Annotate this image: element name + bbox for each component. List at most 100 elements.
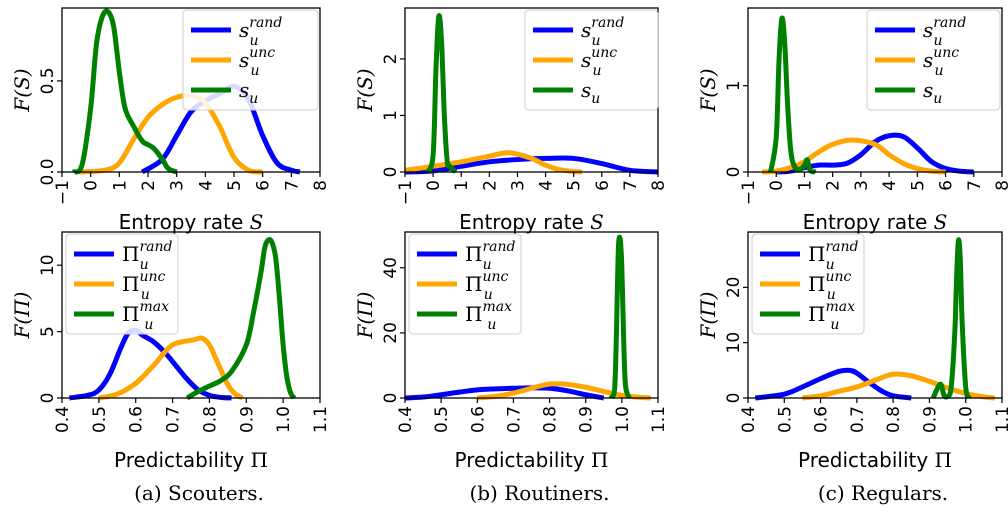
panel-2-x-tick-label: 5 <box>565 180 585 191</box>
panel-4-legend-label-3: Πmax u <box>122 299 169 333</box>
panel-1-y-tick-label: 0.5 <box>38 67 58 94</box>
panel-3-x-tick-label: 4 <box>880 180 900 191</box>
panel-5: 0.4 0.5 0.6 0.7 0.8 0.9 1.0 1.1 0 20 40F(Π) Predict… <box>353 231 669 472</box>
panel-4-x-tick-label: 0.8 <box>200 406 220 433</box>
panel-4-x-tick-label: 0.4 <box>53 406 73 433</box>
panel-3-axes-frame <box>747 7 1003 173</box>
panel-4-x-axis-title: Predictability Π <box>114 448 268 472</box>
panel-1-legend-label-1: srand u <box>239 15 282 49</box>
panel-1-x-tick-label: 7 <box>282 180 302 191</box>
panel-3-x-tick-label: 2 <box>824 180 844 191</box>
panel-3-series-line-2 <box>761 137 946 175</box>
panel-6-x-tick-label: 1.0 <box>957 406 977 433</box>
panel-1-x-tick-label: 4 <box>196 180 216 191</box>
panel-6-y-tick-label: 20 <box>724 277 744 299</box>
panel-1-x-tick-label: 6 <box>254 180 274 191</box>
panel-5-y-tick-label: 40 <box>381 257 401 279</box>
panel-6-legend-label-2: Πunc u <box>808 269 851 303</box>
panel-1-caption: (a) Scouters. <box>134 481 264 505</box>
panel-3-caption: (c) Regulars. <box>818 481 948 505</box>
panel-4-y-axis-label: F(Π) <box>10 292 34 340</box>
panel-1-x-tick-label: 3 <box>168 180 188 191</box>
panel-2-y-axis-label: F(S) <box>353 68 377 112</box>
panel-1-x-tick-label: −1 <box>53 180 73 205</box>
panel-5-x-axis-title: Predictability Π <box>455 448 609 472</box>
panel-6-x-tick-label: 0.5 <box>775 406 795 433</box>
panel-2-x-tick-label: 1 <box>452 180 472 191</box>
panel-4-x-tick-label: 0.5 <box>90 406 110 433</box>
panel-6-y-tick-label: 10 <box>724 332 744 354</box>
panel-3-legend-label-2: sunc u <box>923 45 959 79</box>
panel-2-caption: (b) Routiners. <box>469 481 609 505</box>
panel-2-x-tick-label: 6 <box>593 180 613 191</box>
panel-1-x-axis-title: Entropy rate S <box>119 210 264 234</box>
panel-1-series-line-3 <box>71 8 178 175</box>
panel-3-legend-label-1: srand u <box>923 15 966 49</box>
panel-6-x-tick-label: 0.4 <box>739 406 759 433</box>
panel-1-series-line-2 <box>79 92 263 175</box>
panel-1-axes-frame <box>61 7 321 173</box>
panel-5-x-tick-label: 1.1 <box>649 406 669 433</box>
panel-3-x-tick-label: 3 <box>852 180 872 191</box>
panel-2-x-tick-label: 0 <box>424 180 444 191</box>
panel-1-y-tick-label: 0.0 <box>38 158 58 185</box>
panel-2-x-tick-label: 8 <box>649 180 669 191</box>
panel-3-legend-label-3: su <box>923 78 942 107</box>
panel-3-series-line-3 <box>768 15 817 175</box>
panel-5-legend-label-1: Πrand u <box>465 239 516 273</box>
panel-1-x-tick-label: 5 <box>225 180 245 191</box>
panel-2-x-tick-label: 2 <box>480 180 500 191</box>
panel-5-x-tick-label: 1.0 <box>613 406 633 433</box>
panel-6-y-axis-label: F(Π) <box>696 292 720 340</box>
panel-3-y-axis-label: F(S) <box>696 68 720 112</box>
panel-5-x-tick-label: 0.6 <box>468 406 488 433</box>
panel-2-x-tick-label: 3 <box>508 180 528 191</box>
panel-1: −1 0 1 2 3 4 5 6 7 80.00.5F(S)Entropy rate Ssrand… <box>10 7 331 505</box>
panel-3-x-tick-label: 0 <box>767 180 787 191</box>
panel-5-y-tick-label: 20 <box>381 322 401 344</box>
panel-5-legend-label-3: Πmax u <box>465 299 512 333</box>
panel-3-x-tick-label: −1 <box>739 180 759 205</box>
panel-4-legend-label-1: Πrand u <box>122 239 173 273</box>
panel-3-x-tick-label: 7 <box>965 180 985 191</box>
panel-2-legend-box <box>524 9 659 111</box>
panel-3-y-tick-label: 0 <box>724 167 744 178</box>
panel-2-x-axis-title: Entropy rate S <box>459 210 604 234</box>
panel-2-y-tick-label: 1 <box>381 110 401 121</box>
panel-6-y-tick-label: 0 <box>724 393 744 404</box>
panel-5-series-line-3 <box>608 234 632 400</box>
panel-5-legend-label-2: Πunc u <box>465 269 508 303</box>
panel-1-x-tick-label: 8 <box>311 180 331 191</box>
panel-4-x-tick-label: 1.0 <box>274 406 294 433</box>
panel-4-y-tick-label: 0 <box>38 393 58 404</box>
panel-5-y-tick-label: 0 <box>381 393 401 404</box>
panel-4-legend-box <box>65 233 179 335</box>
panel-5-x-tick-label: 0.5 <box>432 406 452 433</box>
panel-4-x-tick-label: 0.6 <box>127 406 147 433</box>
panel-3-x-tick-label: 5 <box>908 180 928 191</box>
panel-6-legend-label-1: Πrand u <box>808 239 859 273</box>
panel-2-legend-label-1: srand u <box>581 15 624 49</box>
panel-5-x-tick-label: 0.7 <box>504 406 524 433</box>
panel-6-x-tick-label: 0.6 <box>812 406 832 433</box>
panel-6-x-tick-label: 0.8 <box>884 406 904 433</box>
panel-4-x-tick-label: 1.1 <box>311 406 331 433</box>
panel-6-axes-frame <box>747 231 1003 399</box>
panel-2-x-tick-label: 7 <box>621 180 641 191</box>
panel-2-x-tick-label: 4 <box>537 180 557 191</box>
panel-3-x-tick-label: 1 <box>795 180 815 191</box>
panel-3-x-axis-title: Entropy rate S <box>803 210 948 234</box>
panel-1-legend-box <box>182 9 319 111</box>
panel-2-x-tick-label: −1 <box>396 180 416 205</box>
panel-5-y-axis-label: F(Π) <box>353 292 377 340</box>
panel-2-y-tick-label: 0 <box>381 167 401 178</box>
panel-4-x-tick-label: 0.7 <box>164 406 184 433</box>
panel-6-legend-box <box>751 233 865 335</box>
panel-1-legend-label-3: su <box>239 78 258 107</box>
panel-4-series-line-3 <box>186 237 297 401</box>
